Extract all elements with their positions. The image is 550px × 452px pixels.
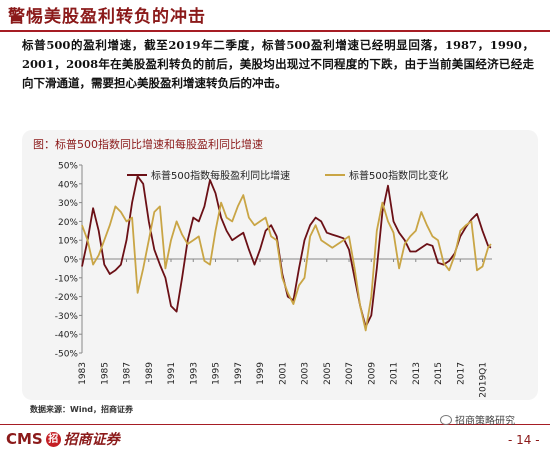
legend-label: 标普500指数同比变化 (349, 169, 448, 182)
x-tick-label: 1999 (256, 362, 266, 385)
x-tick-label: 2019Q1 (479, 362, 489, 398)
chart-title: 图：标普500指数同比增速和每股盈利同比增速 (33, 138, 263, 151)
wechat-watermark: 招商策略研究 (440, 412, 515, 427)
x-tick-label: 1985 (100, 362, 110, 385)
x-tick-label: 1993 (189, 362, 199, 385)
data-source-note: 数据来源：Wind，招商证券 (30, 405, 133, 414)
x-tick-label: 2011 (390, 362, 400, 385)
x-tick-label: 1995 (212, 362, 222, 385)
legend-label: 标普500指数每股盈利同比增速 (151, 169, 290, 182)
x-tick-label: 2003 (301, 362, 311, 385)
x-tick-label: 2017 (456, 362, 466, 385)
x-tick-label: 2007 (345, 362, 355, 385)
y-tick-label: -10% (55, 274, 79, 284)
y-tick-label: -20% (55, 293, 79, 303)
y-tick-label: 0% (64, 256, 79, 266)
x-tick-label: 2009 (367, 362, 377, 385)
wechat-icon (440, 415, 452, 425)
y-tick-label: 20% (58, 218, 78, 228)
y-tick-label: -40% (55, 331, 79, 341)
logo-chinese: 招商证券 (63, 432, 120, 448)
eps-growth-line (81, 175, 492, 328)
y-tick-label: 30% (58, 199, 78, 209)
x-tick-label: 2015 (434, 362, 444, 385)
x-tick-label: 2001 (278, 362, 288, 385)
x-tick-label: 2013 (412, 362, 422, 385)
x-tick-label: 1987 (123, 362, 133, 385)
title-divider (0, 30, 550, 32)
x-tick-label: 1983 (78, 362, 88, 385)
x-tick-label: 2005 (323, 362, 333, 385)
logo-latin: CMS (6, 430, 43, 448)
cms-logo: CMS 招招商证券 (6, 429, 120, 449)
page-number: - 14 - (508, 433, 540, 447)
body-paragraph: 标普500的盈利增速，截至2019年二季度，标普500盈利增速已经明显回落，19… (22, 38, 534, 90)
logo-mark-icon: 招 (45, 432, 61, 447)
footer-divider (0, 424, 550, 425)
slide-title: 警惕美股盈利转负的冲击 (8, 7, 206, 27)
y-tick-label: -30% (55, 312, 79, 322)
x-tick-label: 1989 (145, 362, 155, 385)
watermark-text: 招商策略研究 (455, 416, 515, 427)
y-tick-label: 40% (58, 180, 78, 190)
x-tick-label: 1997 (234, 362, 244, 385)
y-tick-label: 50% (58, 162, 78, 172)
index-change-line (81, 194, 492, 332)
y-tick-label: 10% (58, 237, 78, 247)
y-tick-label: -50% (55, 350, 79, 360)
x-tick-label: 1991 (167, 362, 177, 385)
